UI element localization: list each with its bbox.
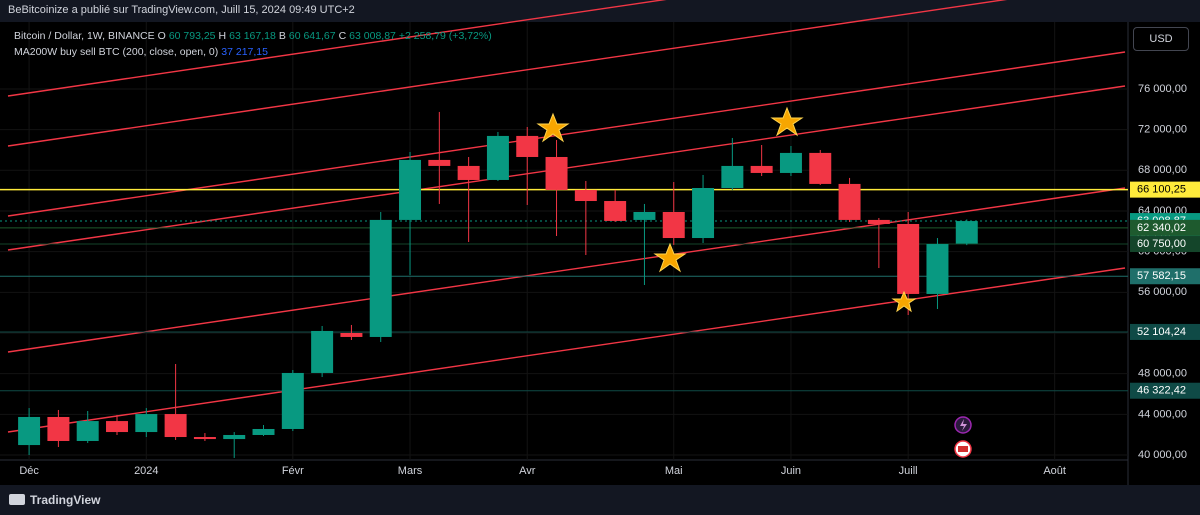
candle-body bbox=[721, 165, 744, 188]
candle-body bbox=[750, 165, 773, 173]
level-label: 66 100,25 bbox=[1137, 184, 1186, 196]
indicator-value: 37 217,15 bbox=[221, 46, 268, 58]
channel-line bbox=[7, 51, 1126, 217]
candle-body bbox=[838, 183, 861, 220]
candle-body bbox=[47, 416, 70, 441]
logo bbox=[9, 494, 25, 505]
top-bar bbox=[0, 0, 1200, 22]
y-tick-label: 72 000,00 bbox=[1138, 124, 1187, 136]
candle-body bbox=[164, 414, 187, 438]
ohlc-key: O bbox=[157, 30, 166, 42]
symbol-legend: Bitcoin / Dollar, 1W, BINANCE O 60 793,25 H… bbox=[14, 30, 495, 42]
candle-body bbox=[926, 244, 949, 294]
candle-body bbox=[897, 223, 920, 294]
candle-body bbox=[428, 159, 451, 166]
candle-body bbox=[574, 189, 597, 202]
star bbox=[770, 106, 804, 137]
level-label-bg bbox=[1130, 236, 1200, 253]
level-label-bg bbox=[1130, 268, 1200, 285]
candle-body bbox=[106, 421, 128, 433]
candle-body bbox=[457, 165, 480, 180]
candle-body bbox=[340, 332, 363, 337]
y-tick-label: 76 000,00 bbox=[1138, 83, 1187, 95]
candle-body bbox=[252, 428, 275, 435]
y-tick-label: 44 000,00 bbox=[1138, 408, 1187, 420]
candle-body bbox=[76, 421, 99, 441]
candle-body bbox=[516, 135, 539, 157]
candle-body bbox=[486, 135, 509, 180]
candle-body bbox=[692, 187, 715, 239]
symbol: Bitcoin / Dollar, 1W, BINANCE bbox=[14, 30, 155, 42]
trend-channel bbox=[7, 0, 1126, 433]
channel-line bbox=[7, 187, 1126, 353]
x-tick-label: Mai bbox=[665, 465, 683, 477]
level-label-bg bbox=[1130, 382, 1200, 399]
level-label: 57 582,15 bbox=[1137, 270, 1186, 282]
candle-body bbox=[955, 221, 978, 244]
y-tick-label: 40 000,00 bbox=[1138, 449, 1187, 461]
channel-line bbox=[7, 0, 1008, 147]
level-label: 60 750,00 bbox=[1137, 238, 1186, 250]
indicator-legend: MA200W buy sell BTC (200, close, open, 0… bbox=[14, 46, 271, 58]
level-label: 46 322,42 bbox=[1137, 385, 1186, 397]
x-tick-label: Févr bbox=[282, 465, 304, 477]
currency-button[interactable]: USD bbox=[1133, 27, 1189, 51]
candle-body bbox=[311, 330, 334, 373]
y-tick-label: 48 000,00 bbox=[1138, 368, 1187, 380]
indicator-name: MA200W buy sell BTC (200, close, open, 0… bbox=[14, 46, 219, 58]
candle-body bbox=[135, 414, 158, 433]
candle-body bbox=[867, 219, 890, 224]
level-label-bg bbox=[1130, 323, 1200, 340]
x-tick-label: Déc bbox=[19, 465, 39, 477]
channel-line bbox=[7, 0, 667, 97]
candle-body bbox=[779, 152, 802, 173]
ohlc-key: C bbox=[338, 30, 347, 42]
candle-body bbox=[369, 219, 392, 337]
candle-body bbox=[399, 159, 422, 220]
candle-body bbox=[18, 416, 41, 446]
candle-body bbox=[604, 201, 627, 221]
x-tick-label: Avr bbox=[519, 465, 536, 477]
ohlc-key: B bbox=[278, 30, 286, 42]
brand: TradingView bbox=[30, 493, 101, 507]
ohlc-value: 60 793,25 bbox=[168, 30, 216, 42]
event-icon-glyph bbox=[960, 419, 967, 431]
star bbox=[536, 112, 570, 143]
channel-line bbox=[7, 267, 1126, 433]
publisher-line: BeBitcoinize a publié sur TradingView.co… bbox=[8, 4, 355, 16]
x-tick-label: Juill bbox=[899, 465, 918, 477]
candle-body bbox=[545, 156, 568, 190]
candle-body bbox=[633, 211, 656, 220]
level-label-bg bbox=[1130, 219, 1200, 236]
change: +2 258,79 (+3,72%) bbox=[398, 30, 492, 42]
x-tick-label: Juin bbox=[781, 465, 801, 477]
x-tick-label: 2024 bbox=[134, 465, 158, 477]
candle-body bbox=[281, 372, 304, 429]
candle-body bbox=[193, 437, 216, 440]
star bbox=[653, 242, 687, 273]
level-label-bg bbox=[1130, 181, 1200, 198]
star bbox=[891, 290, 917, 313]
candle-body bbox=[223, 434, 246, 440]
level-label: 52 104,24 bbox=[1137, 326, 1186, 338]
ohlc-value: 60 641,67 bbox=[288, 30, 336, 42]
ohlc-key: H bbox=[218, 30, 227, 42]
level-label: 62 340,02 bbox=[1137, 222, 1186, 234]
candle-body bbox=[809, 152, 832, 184]
y-tick-label: 56 000,00 bbox=[1138, 286, 1187, 298]
candle-body bbox=[662, 211, 685, 239]
star-icons bbox=[536, 106, 917, 313]
flag-glyph bbox=[958, 446, 968, 452]
ohlc-value: 63 167,18 bbox=[229, 30, 276, 42]
bottom-bar bbox=[0, 485, 1200, 515]
x-tick-label: Août bbox=[1043, 465, 1066, 477]
ohlc-value: 63 008,87 bbox=[349, 30, 396, 42]
y-tick-label: 68 000,00 bbox=[1138, 164, 1187, 176]
x-tick-label: Mars bbox=[398, 465, 423, 477]
